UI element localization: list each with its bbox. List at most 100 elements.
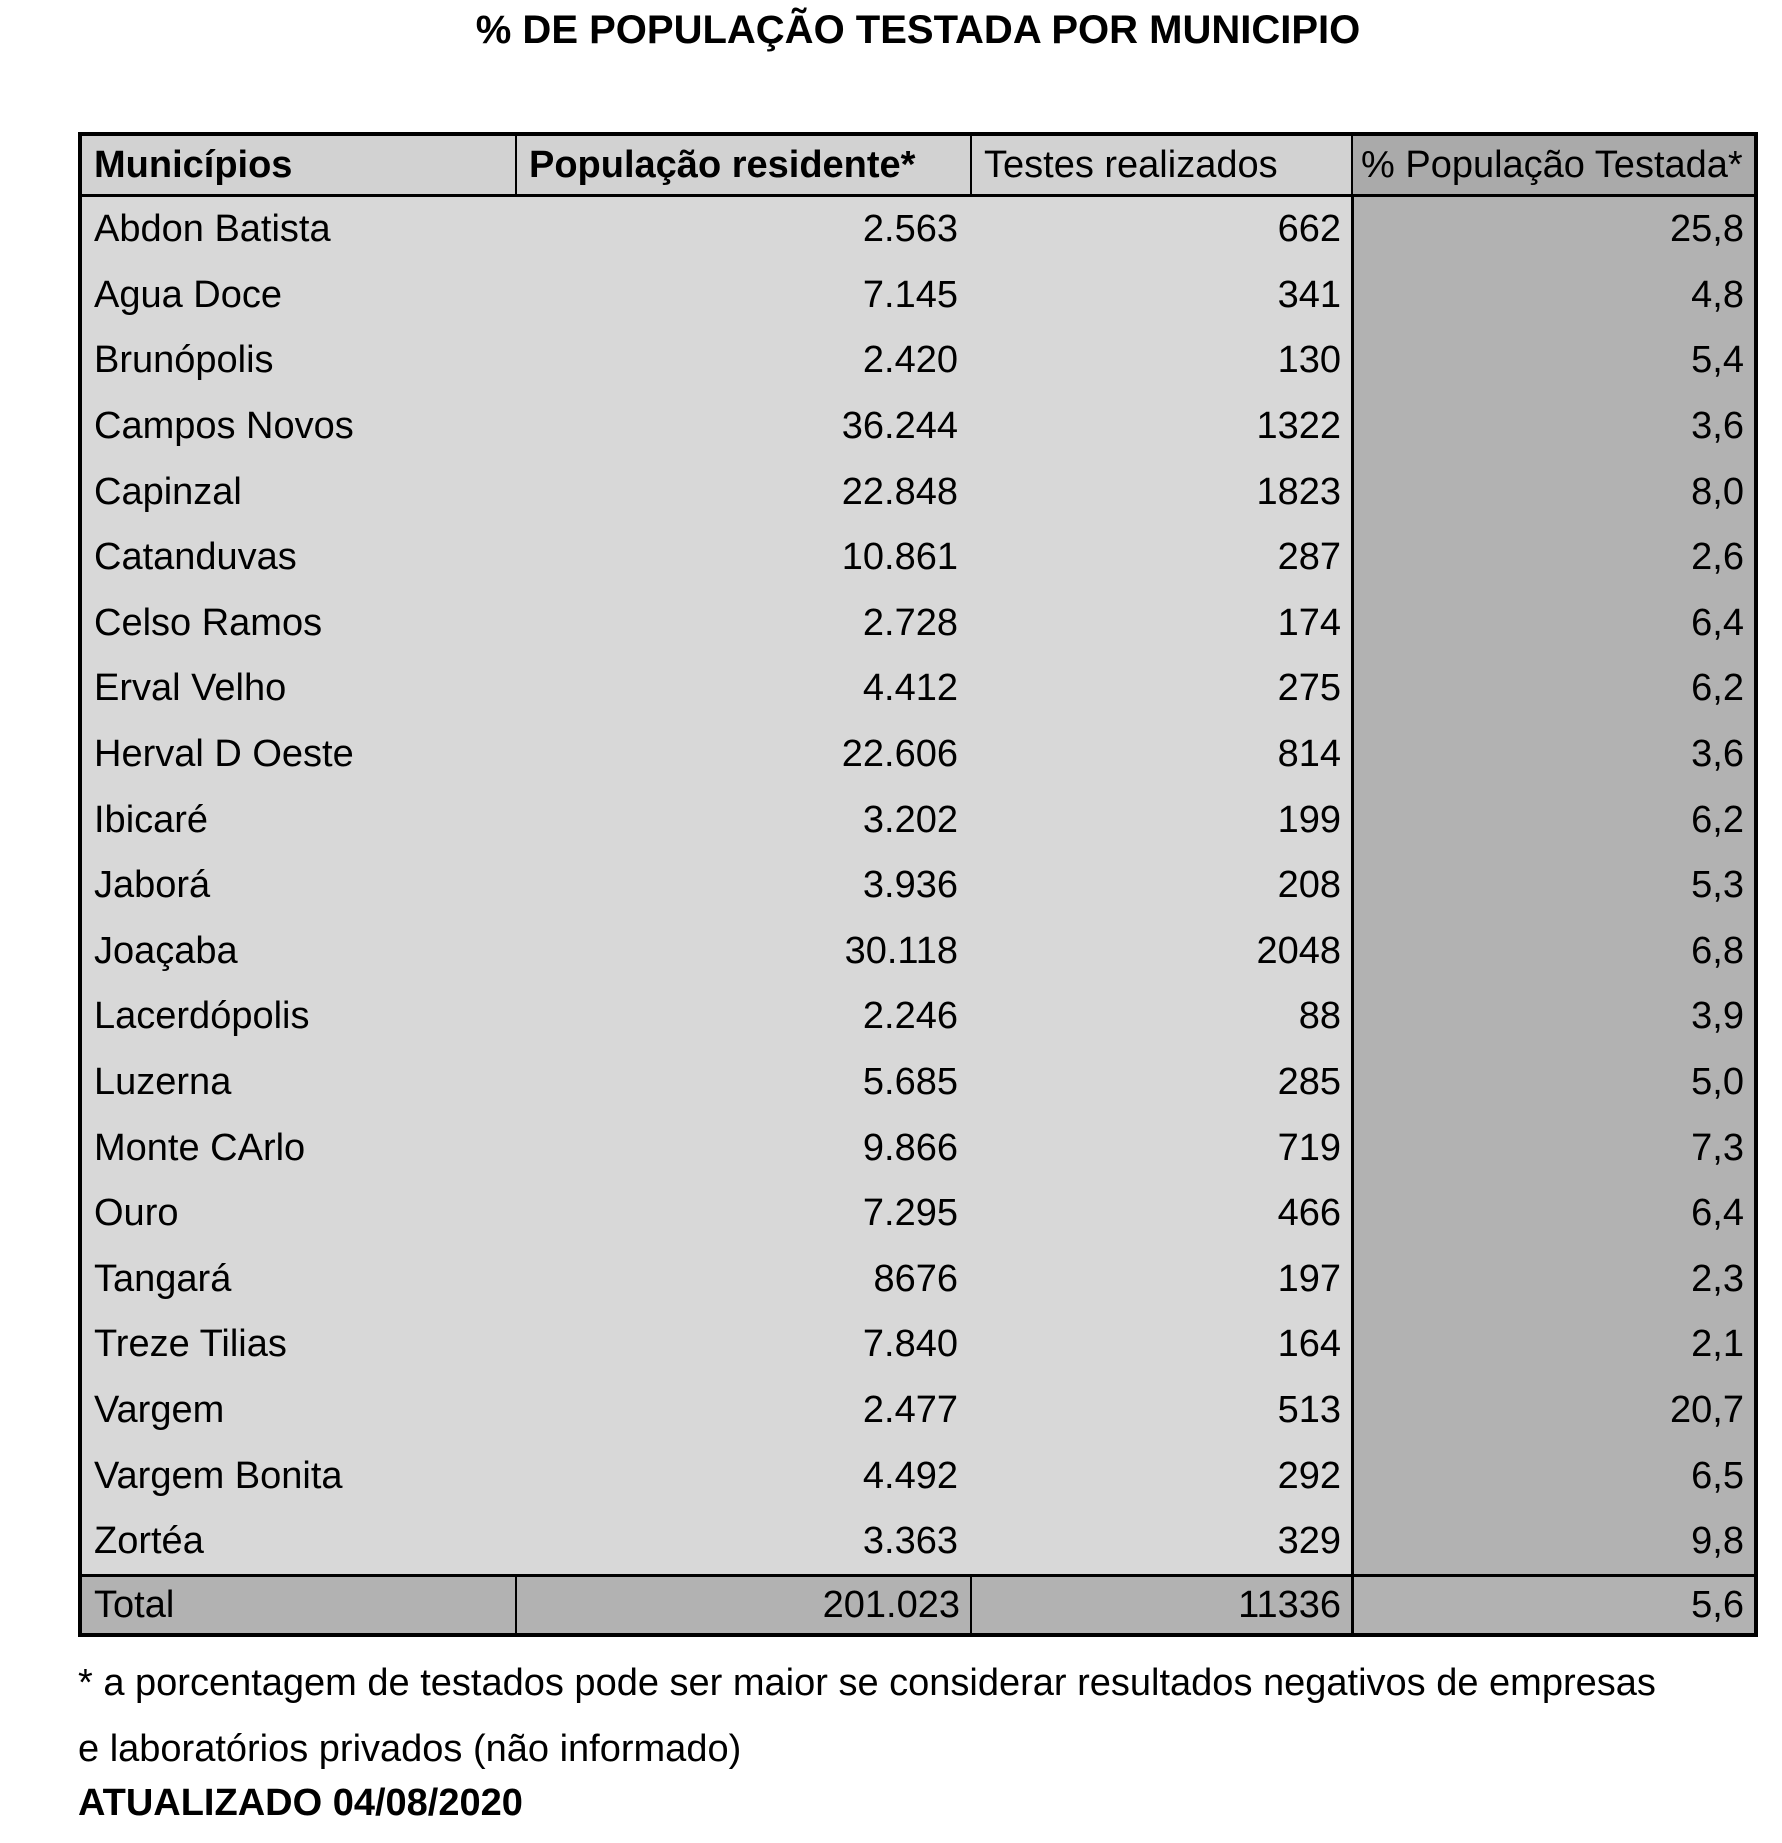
tests-cell: 199 <box>970 787 1351 853</box>
table-row: Erval Velho 4.412 275 6,2 <box>82 656 1754 722</box>
table-row: Tangará 8676 197 2,3 <box>82 1246 1754 1313</box>
pct-tested-cell: 7,3 <box>1351 1115 1754 1181</box>
municipality-name-cell: Campos Novos <box>82 393 515 460</box>
tests-cell: 197 <box>970 1246 1351 1313</box>
pct-tested-cell: 3,6 <box>1351 393 1754 460</box>
column-header-municipios: Municípios <box>82 136 515 194</box>
population-cell: 36.244 <box>515 393 970 460</box>
table-row: Lacerdópolis 2.246 88 3,9 <box>82 984 1754 1050</box>
municipality-name-cell: Ibicaré <box>82 787 515 853</box>
tests-cell: 513 <box>970 1377 1351 1444</box>
municipality-name-cell: Vargem <box>82 1377 515 1444</box>
column-header-populacao-residente: População residente* <box>515 136 970 194</box>
population-cell: 3.202 <box>515 787 970 853</box>
municipality-name-cell: Abdon Batista <box>82 197 515 263</box>
population-cell: 3.363 <box>515 1508 970 1575</box>
table-row: Ouro 7.295 466 6,4 <box>82 1180 1754 1247</box>
tests-cell: 287 <box>970 524 1351 591</box>
table-row: Jaborá 3.936 208 5,3 <box>82 852 1754 919</box>
population-cell: 4.412 <box>515 656 970 722</box>
pct-tested-cell: 5,3 <box>1351 852 1754 919</box>
tests-cell: 814 <box>970 721 1351 788</box>
population-cell: 10.861 <box>515 524 970 591</box>
pct-tested-cell: 20,7 <box>1351 1377 1754 1444</box>
population-cell: 2.246 <box>515 984 970 1050</box>
population-cell: 7.145 <box>515 262 970 329</box>
tests-cell: 208 <box>970 852 1351 919</box>
footnote-line-2: e laboratórios privados (não informado) <box>78 1728 742 1770</box>
total-label-cell: Total <box>82 1577 515 1634</box>
table-row: Luzerna 5.685 285 5,0 <box>82 1049 1754 1116</box>
tests-cell: 275 <box>970 656 1351 722</box>
tests-cell: 164 <box>970 1312 1351 1378</box>
pct-tested-cell: 6,4 <box>1351 590 1754 657</box>
table-total-row: Total 201.023 11336 5,6 <box>82 1574 1754 1634</box>
footnote: * a porcentagem de testados pode ser mai… <box>78 1650 1778 1782</box>
tests-cell: 662 <box>970 197 1351 263</box>
tests-cell: 719 <box>970 1115 1351 1181</box>
table-row: Celso Ramos 2.728 174 6,4 <box>82 590 1754 657</box>
tests-cell: 285 <box>970 1049 1351 1116</box>
column-header-pct-populacao-testada: % População Testada* <box>1351 136 1754 194</box>
tests-cell: 1322 <box>970 393 1351 460</box>
population-cell: 22.848 <box>515 459 970 525</box>
municipality-name-cell: Herval D Oeste <box>82 721 515 788</box>
municipality-name-cell: Zortéa <box>82 1508 515 1575</box>
pct-tested-cell: 2,6 <box>1351 524 1754 591</box>
tests-cell: 341 <box>970 262 1351 329</box>
population-cell: 2.728 <box>515 590 970 657</box>
population-cell: 5.685 <box>515 1049 970 1116</box>
population-cell: 7.295 <box>515 1180 970 1247</box>
table-row: Vargem Bonita 4.492 292 6,5 <box>82 1443 1754 1509</box>
column-header-testes-realizados: Testes realizados <box>970 136 1351 194</box>
pct-tested-cell: 25,8 <box>1351 197 1754 263</box>
population-cell: 4.492 <box>515 1443 970 1509</box>
table-row: Vargem 2.477 513 20,7 <box>82 1377 1754 1444</box>
tests-cell: 329 <box>970 1508 1351 1575</box>
table-body: Abdon Batista 2.563 662 25,8 Agua Doce 7… <box>82 197 1754 1575</box>
tests-cell: 292 <box>970 1443 1351 1509</box>
municipality-name-cell: Erval Velho <box>82 656 515 722</box>
table-row: Abdon Batista 2.563 662 25,8 <box>82 197 1754 263</box>
population-cell: 2.477 <box>515 1377 970 1444</box>
total-tests-cell: 11336 <box>970 1577 1351 1634</box>
pct-tested-cell: 6,8 <box>1351 918 1754 985</box>
pct-tested-cell: 4,8 <box>1351 262 1754 329</box>
pct-tested-cell: 6,2 <box>1351 787 1754 853</box>
pct-tested-cell: 9,8 <box>1351 1508 1754 1575</box>
population-cell: 7.840 <box>515 1312 970 1378</box>
pct-tested-cell: 5,4 <box>1351 328 1754 394</box>
tests-cell: 2048 <box>970 918 1351 985</box>
table-row: Zortéa 3.363 329 9,8 <box>82 1508 1754 1575</box>
pct-tested-cell: 6,5 <box>1351 1443 1754 1509</box>
page-title: % DE POPULAÇÃO TESTADA POR MUNICIPIO <box>475 8 1361 52</box>
total-pct-cell: 5,6 <box>1351 1577 1754 1634</box>
population-cell: 22.606 <box>515 721 970 788</box>
pct-tested-cell: 2,3 <box>1351 1246 1754 1313</box>
municipality-name-cell: Jaborá <box>82 852 515 919</box>
population-cell: 2.563 <box>515 197 970 263</box>
population-cell: 9.866 <box>515 1115 970 1181</box>
table-row: Ibicaré 3.202 199 6,2 <box>82 787 1754 853</box>
tests-cell: 174 <box>970 590 1351 657</box>
total-population-cell: 201.023 <box>515 1577 970 1634</box>
municipality-name-cell: Monte CArlo <box>82 1115 515 1181</box>
population-cell: 30.118 <box>515 918 970 985</box>
table-row: Agua Doce 7.145 341 4,8 <box>82 262 1754 329</box>
pct-tested-cell: 6,2 <box>1351 656 1754 722</box>
table-row: Treze Tilias 7.840 164 2,1 <box>82 1312 1754 1378</box>
tests-cell: 130 <box>970 328 1351 394</box>
municipality-name-cell: Tangará <box>82 1246 515 1313</box>
tests-cell: 1823 <box>970 459 1351 525</box>
population-cell: 8676 <box>515 1246 970 1313</box>
pct-tested-cell: 6,4 <box>1351 1180 1754 1247</box>
municipality-name-cell: Treze Tilias <box>82 1312 515 1378</box>
municipality-name-cell: Vargem Bonita <box>82 1443 515 1509</box>
table-row: Brunópolis 2.420 130 5,4 <box>82 328 1754 394</box>
municipality-name-cell: Ouro <box>82 1180 515 1247</box>
table-header-row: Municípios População residente* Testes r… <box>82 136 1754 197</box>
table-row: Campos Novos 36.244 1322 3,6 <box>82 393 1754 460</box>
municipality-name-cell: Joaçaba <box>82 918 515 985</box>
pct-tested-cell: 8,0 <box>1351 459 1754 525</box>
